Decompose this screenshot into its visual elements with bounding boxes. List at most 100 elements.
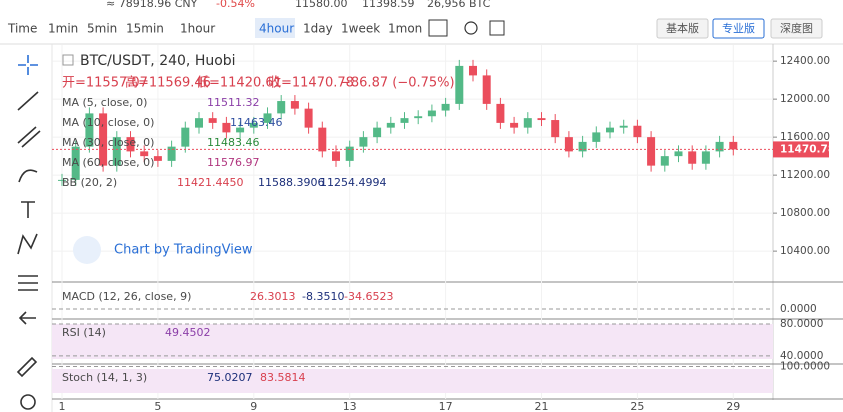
- candle-body: [345, 146, 354, 161]
- candle-body: [58, 179, 66, 181]
- candle-body: [181, 127, 190, 147]
- candle-body: [482, 75, 491, 104]
- high: 11580.00: [295, 0, 348, 10]
- pane-title: Stoch (14, 1, 3): [62, 371, 147, 384]
- y-tick-label: 12400.00: [780, 55, 830, 67]
- indicator-value: 11421.4450: [177, 176, 243, 189]
- interval-button[interactable]: 15min: [126, 22, 164, 36]
- toolbar-icons: [428, 19, 505, 37]
- x-tick-label: 25: [630, 400, 644, 412]
- interval-button[interactable]: 4hour: [259, 22, 294, 36]
- zoom-tool[interactable]: [20, 394, 36, 410]
- candle-body: [551, 120, 560, 138]
- x-tick-label: 17: [439, 400, 453, 412]
- indicator-value: 11576.97: [207, 156, 260, 169]
- pattern-tool[interactable]: [17, 233, 38, 255]
- back-tool[interactable]: [18, 311, 36, 325]
- pane-band: [52, 324, 773, 359]
- candle-body: [592, 132, 601, 142]
- logo: [73, 236, 101, 264]
- settings-icon[interactable]: [464, 21, 478, 35]
- text-tool[interactable]: [21, 201, 35, 218]
- interval-button[interactable]: 5min: [87, 22, 117, 36]
- candle-body: [386, 122, 395, 128]
- fib-tool[interactable]: [18, 275, 38, 291]
- x-tick-label: 29: [726, 400, 740, 412]
- y-tick-label: 11200.00: [780, 169, 830, 181]
- y-tick-label: 11600.00: [780, 131, 830, 143]
- candle-body: [510, 122, 519, 128]
- y-tick-label: 80.0000: [780, 318, 823, 330]
- indicator-name: BB (20, 2): [62, 176, 117, 189]
- candle-body: [153, 156, 162, 161]
- channel-tool[interactable]: [17, 126, 41, 148]
- pane-value: 49.4502: [165, 326, 211, 339]
- interval-button[interactable]: 1week: [341, 22, 380, 36]
- x-tick-label: 21: [535, 400, 549, 412]
- interval-button[interactable]: Time: [7, 22, 37, 36]
- x-tick-label: 1: [59, 400, 66, 412]
- candle-body: [195, 118, 203, 128]
- indicator-value: 11511.32: [207, 96, 260, 109]
- chart: 10400.00 10800.00 11200.00 11600.00 12000.00…: [52, 45, 835, 412]
- y-tick-label: 0.0000: [780, 303, 817, 315]
- cny-price: ≈ 78918.96 CNY: [106, 0, 198, 10]
- candle-body: [537, 118, 546, 121]
- candle-body: [469, 65, 477, 76]
- version-button[interactable]: 深度图: [780, 21, 813, 35]
- x-tick-label: 5: [154, 400, 161, 412]
- candle-body: [606, 127, 614, 133]
- candle-body: [318, 127, 327, 152]
- candle-body: [400, 118, 409, 123]
- pane-value: 75.0207: [207, 371, 253, 384]
- candle-body: [359, 137, 368, 147]
- candle-body: [112, 137, 121, 166]
- x-tick-label: 13: [343, 400, 357, 412]
- candle-body: [564, 137, 573, 152]
- line-tool[interactable]: [17, 91, 39, 111]
- volume: 26,956 BTC: [427, 0, 491, 10]
- pane-value: -8.3510: [302, 290, 344, 303]
- interval-button[interactable]: 1mon: [388, 22, 422, 36]
- active-interval-bg: [255, 18, 295, 38]
- fullscreen-icon[interactable]: [489, 20, 505, 36]
- chart-title: BTC/USDT, 240, Huobi: [80, 53, 236, 69]
- crosshair-tool[interactable]: [18, 55, 38, 75]
- candle-body: [249, 122, 258, 128]
- left-toolbar: [16, 55, 41, 410]
- candle-body: [619, 125, 628, 128]
- candle-body: [427, 110, 436, 117]
- indicator-icon[interactable]: [428, 19, 448, 37]
- version-button[interactable]: 基本版: [666, 21, 699, 35]
- brush-tool[interactable]: [18, 169, 38, 183]
- version-button-frame: [656, 18, 709, 39]
- ohlc-value: 低=11420.61: [196, 76, 282, 91]
- pane-value: 83.5814: [260, 371, 306, 384]
- indicator-name: MA (60, close, 0): [62, 156, 154, 169]
- candle-body: [496, 103, 505, 123]
- candle-body: [126, 137, 135, 152]
- version-button[interactable]: 专业版: [722, 21, 755, 35]
- candle-body: [71, 146, 80, 180]
- y-tick-label: 10400.00: [780, 245, 830, 257]
- collapse-icon[interactable]: [62, 54, 74, 66]
- ohlc-value: 开=11557.07: [62, 76, 148, 91]
- candle-body: [455, 65, 464, 104]
- candle-body: [414, 116, 423, 119]
- candle-body: [236, 127, 245, 133]
- candle-body: [277, 101, 286, 114]
- candle-body: [140, 151, 149, 157]
- interval-button[interactable]: 1min: [48, 22, 78, 36]
- candle-body: [373, 127, 382, 138]
- candle-body: [688, 151, 697, 164]
- candle-body: [701, 151, 710, 164]
- interval-button[interactable]: 1day: [303, 22, 333, 36]
- ruler-tool[interactable]: [16, 356, 38, 378]
- pane-title: MACD (12, 26, close, 9): [62, 290, 191, 303]
- candle-body: [208, 118, 217, 123]
- change: -0.54%: [216, 0, 255, 10]
- interval-button[interactable]: 1hour: [180, 22, 215, 36]
- candle-body: [523, 118, 532, 128]
- pane-value: -34.6523: [344, 290, 393, 303]
